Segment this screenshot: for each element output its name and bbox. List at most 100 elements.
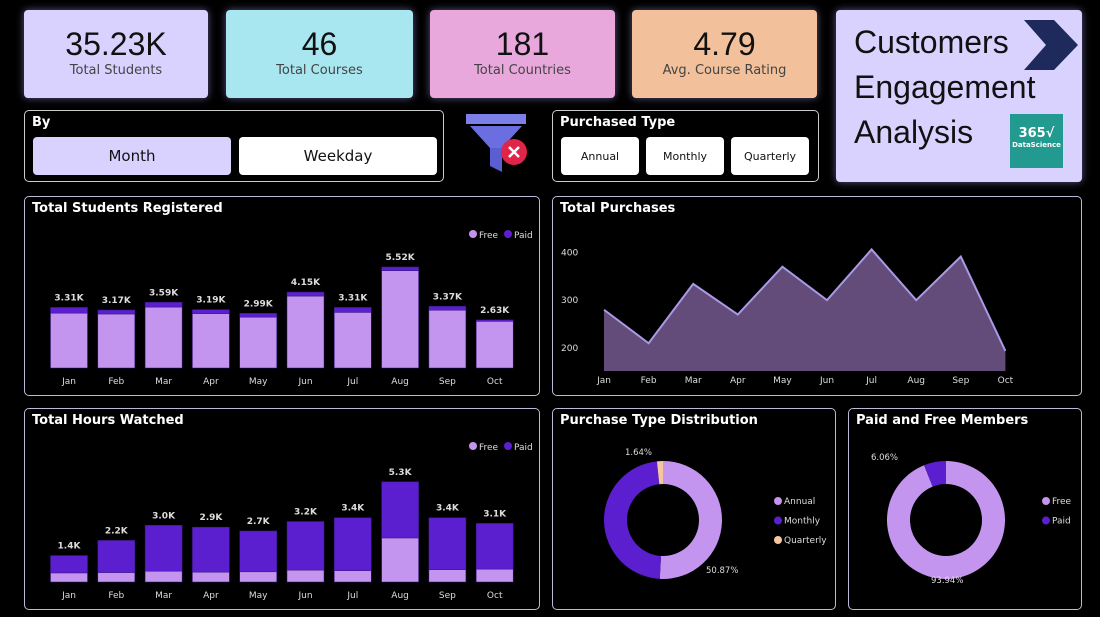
x-tick-label: May [249, 377, 268, 387]
legend-paid-marker [504, 230, 512, 238]
bar-free[interactable] [334, 312, 372, 369]
by-slicer: By Month Weekday [24, 110, 444, 182]
x-tick-label: Jan [61, 591, 76, 601]
purchase-type-distribution-chart: Purchase Type Distribution50.87%Annual47… [552, 408, 836, 610]
bar-free[interactable] [239, 571, 277, 583]
bar-paid[interactable] [50, 307, 88, 314]
bar-free[interactable] [475, 568, 514, 583]
bar-paid[interactable] [97, 309, 136, 315]
legend-marker [1042, 497, 1050, 505]
x-tick-label: Jun [297, 377, 312, 387]
bar-free[interactable] [97, 572, 136, 583]
data-label: 3.4K [341, 504, 365, 514]
data-label: 3.4K [436, 504, 460, 514]
bar-free[interactable] [381, 537, 419, 583]
area-fill [604, 249, 1006, 371]
data-label: 5.3K [389, 468, 413, 478]
x-tick-label: Mar [155, 591, 172, 601]
quarterly-button[interactable]: Quarterly [731, 137, 809, 175]
kpi-card: 46 Total Courses [226, 10, 413, 98]
bar-paid[interactable] [144, 302, 183, 308]
kpi-card: 35.23K Total Students [24, 10, 208, 98]
bar-paid[interactable] [475, 523, 514, 570]
bar-paid[interactable] [428, 306, 467, 311]
bar-chart-svg: Free Paid 3.31K Jan 3.17K Feb 3.59K Mar 3.19K Apr… [50, 230, 533, 387]
area-line[interactable] [603, 247, 1007, 352]
x-tick-label: Sep [952, 376, 969, 386]
annual-button[interactable]: Annual [561, 137, 639, 175]
bar-free[interactable] [144, 306, 183, 369]
funnel-x-icon[interactable] [462, 110, 534, 180]
legend-free-marker [469, 442, 477, 450]
kpi-label: Total Courses [276, 63, 363, 78]
bar-free[interactable] [475, 321, 514, 369]
bar-free[interactable] [428, 309, 467, 369]
bar-paid[interactable] [50, 555, 88, 574]
bar-free[interactable] [97, 313, 136, 369]
by-month-button[interactable]: Month [33, 137, 231, 175]
x-tick-label: Aug [391, 591, 409, 601]
bar-free[interactable] [381, 270, 419, 369]
bar-paid[interactable] [239, 530, 277, 573]
data-label: 3.1K [483, 509, 507, 519]
bar-paid[interactable] [381, 481, 419, 539]
bar-free[interactable] [50, 572, 88, 583]
bar-free[interactable] [144, 570, 183, 583]
legend-free-label: Free [479, 443, 499, 453]
data-label: 2.63K [480, 306, 510, 316]
bar-paid[interactable] [334, 307, 372, 313]
legend-paid-marker [504, 442, 512, 450]
bar-free[interactable] [239, 316, 277, 369]
bar-paid[interactable] [381, 266, 419, 271]
slice-label: 1.64% [625, 448, 652, 458]
donut-slice-quarterly[interactable] [656, 461, 663, 485]
bar-free[interactable] [286, 569, 325, 583]
x-tick-label: Jul [865, 376, 877, 386]
x-tick-label: May [773, 376, 792, 386]
data-label: 2.2K [105, 526, 129, 536]
kpi-card: 4.79 Avg. Course Rating [632, 10, 817, 98]
bar-paid[interactable] [286, 291, 325, 297]
bar-free[interactable] [192, 571, 230, 583]
purchased-type-label: Purchased Type [560, 115, 676, 130]
bar-free[interactable] [50, 312, 88, 369]
legend-marker [1042, 516, 1050, 525]
chart-title: Total Students Registered [32, 201, 223, 216]
x-tick-label: Jun [297, 591, 312, 601]
bar-free[interactable] [334, 570, 372, 583]
bar-paid[interactable] [286, 521, 325, 571]
slice-label: 93.94% [931, 576, 963, 586]
bar-paid[interactable] [475, 319, 514, 322]
donut-slice-free[interactable] [887, 461, 1005, 579]
bar-free[interactable] [192, 313, 230, 369]
x-tick-label: Oct [487, 377, 503, 387]
data-label: 2.99K [244, 299, 274, 309]
bar-paid[interactable] [97, 540, 136, 573]
bar-paid[interactable] [192, 309, 230, 314]
bar-free[interactable] [286, 295, 325, 369]
donut-slice-monthly[interactable] [603, 461, 662, 579]
title-line: Analysis [854, 114, 974, 150]
donut-slice-annual[interactable] [659, 461, 722, 579]
x-tick-label: Feb [108, 377, 124, 387]
bar-paid[interactable] [334, 517, 372, 571]
area-chart-svg: 200 300 400 Jan Feb Mar Apr May Jun Jul Aug Sep Oct [561, 247, 1014, 386]
legend-label: Free [1052, 497, 1072, 507]
x-tick-label: Jul [346, 377, 358, 387]
kpi-value: 46 [301, 26, 338, 62]
bar-paid[interactable] [239, 313, 277, 318]
bar-paid[interactable] [428, 517, 467, 570]
bar-free[interactable] [428, 569, 467, 583]
monthly-button[interactable]: Monthly [646, 137, 724, 175]
x-tick-label: Mar [685, 376, 702, 386]
data-label: 2.7K [247, 517, 271, 527]
slice-label: 6.06% [871, 453, 898, 463]
x-tick-label: Oct [998, 376, 1014, 386]
by-weekday-button[interactable]: Weekday [239, 137, 437, 175]
donut-slice-paid[interactable] [924, 461, 946, 487]
bar-paid[interactable] [144, 525, 183, 572]
bar-paid[interactable] [192, 526, 230, 573]
x-tick-label: Apr [203, 591, 219, 601]
legend-label: Monthly [784, 517, 821, 527]
